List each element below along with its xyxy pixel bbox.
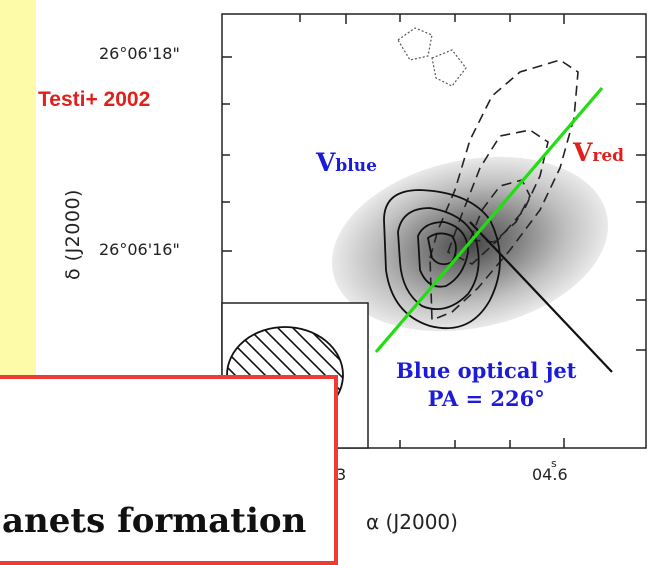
ra-tick-right: 04.6 s: [532, 457, 568, 484]
yellow-side-strip: [0, 0, 36, 398]
ra-tick-left: 3: [336, 465, 347, 484]
red-dashed-contours: [429, 59, 579, 322]
overlay-heading: anets formation: [2, 501, 307, 541]
blue-solid-contours: [383, 189, 501, 330]
ra-axis-label: α (J2000): [366, 510, 458, 534]
overlay-panel: anets formation: [0, 375, 338, 565]
outflow-axis-line: [374, 86, 604, 354]
v-red-label: Vred: [573, 138, 625, 167]
ra-tick-superscript: s: [551, 457, 557, 470]
jet-annotation-line1: Blue optical jet: [396, 358, 577, 383]
jet-annotation-line2: PA = 226°: [427, 386, 545, 412]
plot-frame: [221, 13, 647, 449]
optical-jet-line: [469, 221, 613, 373]
reference-label: Testi+ 2002: [38, 88, 151, 111]
v-blue-label: Vblue: [316, 148, 377, 177]
tick-marks: [222, 14, 646, 448]
dotted-contours: [397, 27, 467, 87]
dec-tick-bottom: 26°06'16": [99, 240, 180, 259]
dec-tick-top: 26°06'18": [99, 44, 180, 63]
jet-annotation: Blue optical jet PA = 226°: [396, 357, 576, 414]
dec-axis-label: δ (J2000): [62, 189, 84, 280]
